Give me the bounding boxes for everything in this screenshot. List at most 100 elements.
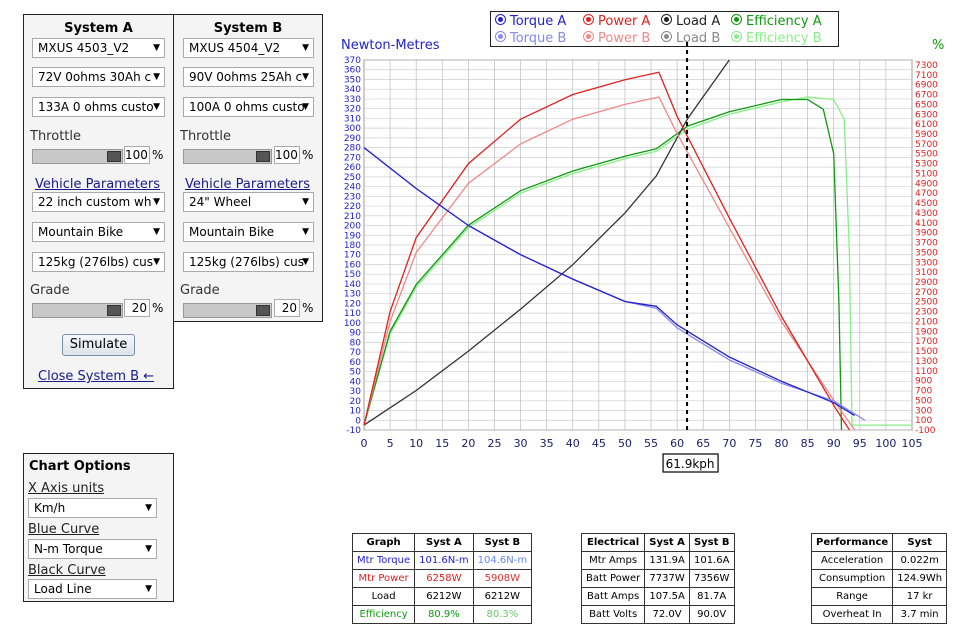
legend-torque-a[interactable]: Torque A bbox=[495, 14, 566, 29]
x-tick-label: 70 bbox=[722, 437, 736, 450]
y-tick-label: 100 bbox=[915, 416, 932, 426]
motor-select-b[interactable]: MXUS 4504_V2 ▼ bbox=[183, 38, 314, 58]
y-tick-label: 150 bbox=[344, 270, 361, 280]
legend-eff-b[interactable]: Efficiency B bbox=[731, 31, 822, 46]
legend-eff-a[interactable]: Efficiency A bbox=[731, 14, 822, 29]
slider-handle[interactable] bbox=[256, 305, 270, 316]
table-header: Syst B bbox=[472, 533, 533, 552]
controller-select-a[interactable]: 133A 0 ohms custo ▼ bbox=[32, 97, 165, 117]
grade-input-b[interactable]: 20 bbox=[274, 299, 300, 317]
y-tick-label: 5100 bbox=[915, 169, 938, 179]
y-axis-left-label: Newton-Metres bbox=[341, 38, 440, 53]
legend-torque-b[interactable]: Torque B bbox=[495, 31, 566, 46]
battery-select-b[interactable]: 90V 0ohms 25Ah c ▼ bbox=[183, 67, 314, 87]
throttle-input-a[interactable]: 100 bbox=[124, 146, 150, 164]
table-row: Mtr Power 6258W 5908W bbox=[351, 569, 533, 588]
y-tick-label: 2500 bbox=[915, 298, 938, 308]
x-tick-label: 10 bbox=[409, 437, 423, 450]
chevron-down-icon: ▼ bbox=[302, 227, 309, 237]
vehicle-params-link-a[interactable]: Vehicle Parameters bbox=[35, 177, 161, 192]
close-system-b-link[interactable]: Close System B ← bbox=[38, 369, 155, 384]
y-tick-label: -10 bbox=[346, 426, 361, 436]
y-tick-label: 3700 bbox=[915, 239, 938, 249]
throttle-slider-b[interactable] bbox=[183, 149, 272, 164]
legend-power-a[interactable]: Power A bbox=[583, 14, 650, 29]
table-row: Mtr Amps 131.9A 101.6A bbox=[580, 551, 735, 570]
slider-handle[interactable] bbox=[107, 305, 121, 316]
weight-select-b[interactable]: 125kg (276lbs) cus ▼ bbox=[183, 252, 314, 272]
y-tick-label: 6100 bbox=[915, 120, 938, 130]
y-tick-label: 60 bbox=[350, 358, 362, 368]
x-tick-label: 80 bbox=[775, 437, 789, 450]
y-tick-label: 4900 bbox=[915, 179, 938, 189]
x-tick-label: 30 bbox=[514, 437, 528, 450]
series-line-torque-a bbox=[363, 147, 855, 416]
y-tick-label: 6900 bbox=[915, 81, 938, 91]
y-tick-label: 1100 bbox=[915, 367, 938, 377]
x-axis-units-select[interactable]: Km/h ▼ bbox=[28, 498, 157, 518]
speed-marker: 61.9kph bbox=[662, 42, 719, 473]
vehicle-params-link-b[interactable]: Vehicle Parameters bbox=[185, 177, 311, 192]
y-tick-label: 40 bbox=[350, 377, 362, 387]
table-header: Graph bbox=[351, 533, 416, 552]
throttle-input-b[interactable]: 100 bbox=[274, 146, 300, 164]
y-tick-label: 160 bbox=[344, 260, 361, 270]
y-tick-label: 4300 bbox=[915, 209, 938, 219]
weight-select-a[interactable]: 125kg (276lbs) cus ▼ bbox=[32, 252, 165, 272]
performance-chart[interactable]: Newton-Metres % -10010203040506070809010… bbox=[0, 0, 953, 480]
x-tick-label: 95 bbox=[853, 437, 867, 450]
electrical-table: Electrical Syst A Syst B Mtr Amps 131.9A 101… bbox=[580, 533, 735, 624]
x-tick-label: 65 bbox=[696, 437, 710, 450]
legend-load-a[interactable]: Load A bbox=[661, 14, 720, 29]
y-tick-label: 220 bbox=[344, 202, 361, 212]
grade-pct-a: % bbox=[152, 301, 164, 315]
radio-icon bbox=[731, 14, 742, 25]
chevron-down-icon: ▼ bbox=[153, 197, 160, 207]
y-tick-label: 3900 bbox=[915, 229, 938, 239]
y-tick-label: 230 bbox=[344, 192, 361, 202]
simulate-button[interactable]: Simulate bbox=[62, 334, 135, 356]
bike-type-select-b[interactable]: Mountain Bike ▼ bbox=[183, 222, 314, 242]
legend-power-b[interactable]: Power B bbox=[583, 31, 650, 46]
y-tick-label: 250 bbox=[344, 173, 361, 183]
controller-select-b[interactable]: 100A 0 ohms custo ▼ bbox=[183, 97, 314, 117]
y-tick-label: 320 bbox=[344, 105, 361, 115]
grade-pct-b: % bbox=[302, 301, 314, 315]
system-a-panel: System A MXUS 4503_V2 ▼ 72V 0ohms 30Ah c ▼… bbox=[23, 14, 174, 389]
radio-icon bbox=[495, 31, 506, 42]
grade-slider-b[interactable] bbox=[183, 303, 272, 318]
table-row: Acceleration 0.022m bbox=[810, 551, 948, 570]
x-tick-label: 100 bbox=[875, 437, 896, 450]
y-tick-label: 110 bbox=[344, 309, 361, 319]
black-curve-select[interactable]: Load Line ▼ bbox=[28, 579, 157, 599]
y-tick-label: 310 bbox=[344, 114, 361, 124]
series-line-load-a bbox=[363, 59, 730, 426]
grade-label-b: Grade bbox=[180, 283, 220, 298]
bike-type-select-a[interactable]: Mountain Bike ▼ bbox=[32, 222, 165, 242]
y-tick-label: 70 bbox=[350, 348, 362, 358]
wheel-select-b[interactable]: 24" Wheel ▼ bbox=[183, 192, 314, 212]
throttle-slider-a[interactable] bbox=[32, 149, 123, 164]
grade-input-a[interactable]: 20 bbox=[124, 299, 150, 317]
battery-select-a[interactable]: 72V 0ohms 30Ah c ▼ bbox=[32, 67, 165, 87]
y-tick-label: 700 bbox=[915, 387, 932, 397]
y-tick-label: 360 bbox=[344, 66, 361, 76]
x-tick-label: 60 bbox=[670, 437, 684, 450]
motor-select-a[interactable]: MXUS 4503_V2 ▼ bbox=[32, 38, 165, 58]
grade-label-a: Grade bbox=[30, 283, 70, 298]
system-a-title: System A bbox=[64, 21, 133, 36]
y-tick-label: 5900 bbox=[915, 130, 938, 140]
y-tick-label: 200 bbox=[344, 222, 361, 232]
slider-handle[interactable] bbox=[256, 151, 270, 162]
wheel-select-a[interactable]: 22 inch custom wh ▼ bbox=[32, 192, 165, 212]
y-tick-label: 1700 bbox=[915, 337, 938, 347]
table-header: Syst A bbox=[644, 533, 690, 552]
chevron-down-icon: ▼ bbox=[302, 257, 309, 267]
slider-handle[interactable] bbox=[107, 151, 121, 162]
chart-options-panel: Chart Options X Axis units Km/h ▼ Blue Cu… bbox=[23, 453, 174, 602]
table-row: Load 6212W 6212W bbox=[351, 587, 533, 606]
blue-curve-select[interactable]: N-m Torque ▼ bbox=[28, 539, 157, 559]
grade-slider-a[interactable] bbox=[32, 303, 123, 318]
y-tick-label: 3100 bbox=[915, 268, 938, 278]
y-tick-label: 240 bbox=[344, 183, 361, 193]
